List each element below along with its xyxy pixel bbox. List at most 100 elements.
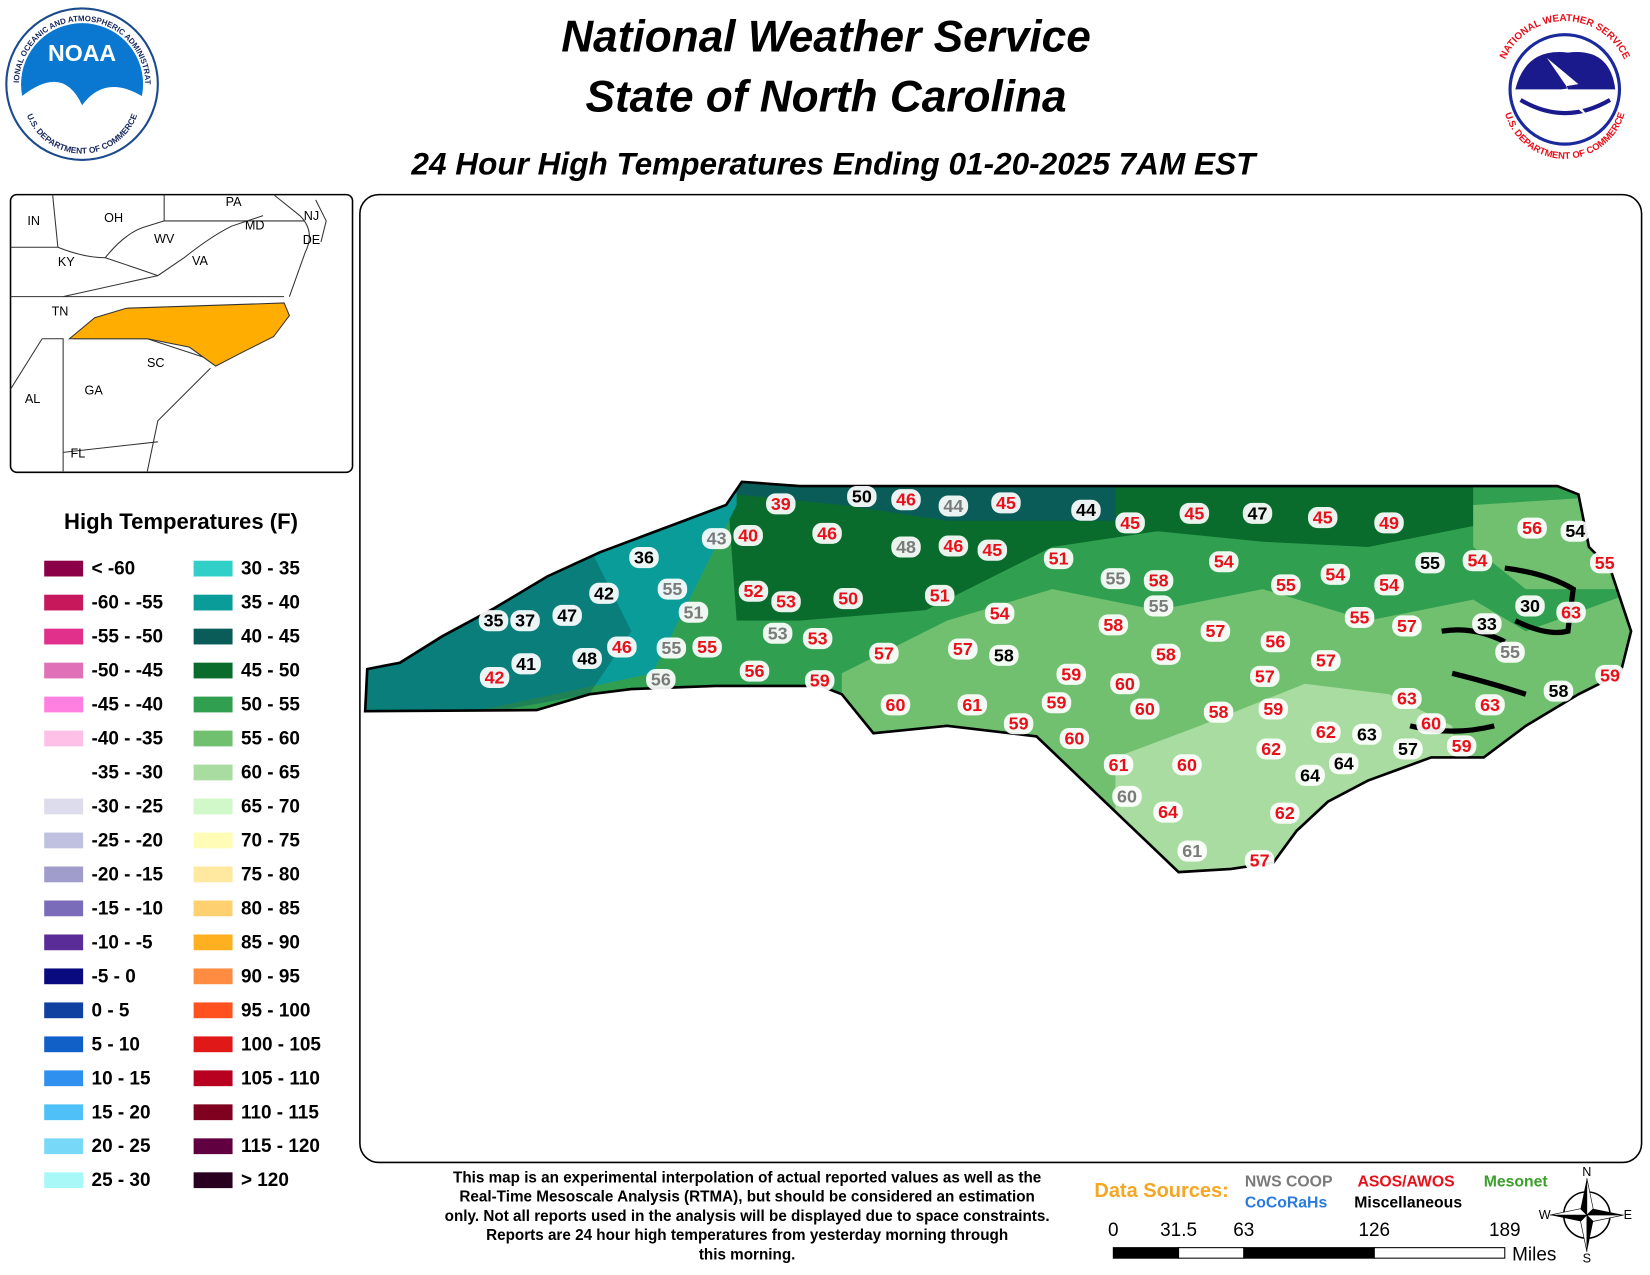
station-box <box>1352 723 1382 745</box>
station: 58 <box>1143 570 1174 592</box>
station-value: 57 <box>953 639 973 659</box>
station: 54 <box>1560 520 1591 542</box>
station-value: 64 <box>1300 765 1320 785</box>
legend-label: 35 - 40 <box>241 593 300 614</box>
scale-segment <box>1178 1247 1245 1259</box>
station-box <box>833 588 863 610</box>
station-value: 57 <box>1397 616 1417 636</box>
station-value: 43 <box>707 529 727 549</box>
legend-title: High Temperatures (F) <box>64 509 298 534</box>
station-value: 60 <box>1064 728 1084 748</box>
compass <box>1549 1178 1624 1252</box>
legend-swatch <box>193 1070 233 1087</box>
station-box <box>891 536 921 558</box>
station-value: 55 <box>1350 608 1370 628</box>
legend-label: 0 - 5 <box>92 1000 130 1021</box>
station: 57 <box>948 638 978 660</box>
station-box <box>948 638 978 660</box>
station: 55 <box>1495 641 1525 663</box>
legend-swatch <box>44 1172 84 1189</box>
station-value: 53 <box>808 629 828 649</box>
station-value: 59 <box>1061 664 1081 684</box>
station: 55 <box>1590 552 1620 574</box>
compass-labels: N E S W <box>1539 1165 1632 1265</box>
station: 64 <box>1295 764 1325 786</box>
legend-swatch <box>193 1138 233 1155</box>
station-box <box>738 580 769 602</box>
station: 61 <box>1177 840 1207 862</box>
station-box <box>589 582 619 604</box>
station: 45 <box>991 492 1021 514</box>
station-box <box>1472 613 1502 635</box>
station: 56 <box>739 660 770 682</box>
station-value: 63 <box>1397 689 1417 709</box>
station-box <box>1098 614 1129 636</box>
station-value: 45 <box>1184 503 1204 523</box>
station-box <box>766 493 796 515</box>
coastline <box>1409 565 1577 734</box>
station: 51 <box>678 601 709 623</box>
station-value: 30 <box>1520 596 1540 616</box>
compass-letter: E <box>1624 1208 1632 1222</box>
station: 46 <box>938 535 969 557</box>
legend-label: 100 - 105 <box>241 1034 321 1055</box>
station-value: 55 <box>662 579 682 599</box>
station: 47 <box>552 604 582 626</box>
subtitle: State of North Carolina <box>586 73 1067 122</box>
station-value: 61 <box>1109 755 1129 775</box>
station-box <box>1143 570 1174 592</box>
station: 42 <box>589 582 619 604</box>
station-box <box>1103 754 1134 776</box>
station-box <box>646 669 676 691</box>
station-box <box>478 610 509 632</box>
station: 56 <box>1517 517 1547 539</box>
station-box <box>629 547 659 569</box>
station-value: 50 <box>852 487 872 507</box>
station-box <box>1209 551 1239 573</box>
station-box <box>762 622 793 644</box>
station: 63 <box>1556 601 1586 623</box>
station: 45 <box>1308 507 1338 529</box>
station: 58 <box>989 644 1019 666</box>
legend-swatch <box>44 832 84 849</box>
station-box <box>1100 568 1131 590</box>
station-value: 55 <box>1149 596 1169 616</box>
station-value: 63 <box>1357 724 1377 744</box>
station: 62 <box>1256 738 1286 760</box>
station: 59 <box>1446 735 1477 757</box>
station-box <box>1203 701 1234 723</box>
station-box <box>733 524 763 546</box>
legend-label: 5 - 10 <box>92 1034 140 1055</box>
station: 55 <box>1415 552 1445 574</box>
station-value: 51 <box>1049 549 1069 569</box>
station-box <box>1374 574 1404 596</box>
legend-swatch <box>44 764 84 781</box>
station-box <box>1392 615 1422 637</box>
station: 44 <box>1071 499 1101 521</box>
station: 59 <box>1056 663 1086 685</box>
station: 56 <box>1260 631 1291 653</box>
station: 63 <box>1475 694 1505 716</box>
station-value: 59 <box>810 671 830 691</box>
station-value: 64 <box>1334 754 1354 774</box>
legend-label: 20 - 25 <box>92 1136 151 1157</box>
station-box <box>924 584 955 606</box>
scale-segment <box>1112 1247 1180 1259</box>
station-value: 56 <box>651 670 671 690</box>
station-box <box>1374 512 1404 534</box>
data-sources: NWS COOP ASOS/AWOS Mesonet CoCoRaHs Miscella… <box>1245 1174 1549 1212</box>
legend-swatch <box>193 628 233 645</box>
legend-swatch <box>193 1036 233 1053</box>
station-box <box>1153 801 1183 823</box>
inset-map: IN OH PA NJ MD DE WV KY VA TN SC GA AL FL <box>9 193 354 474</box>
state-label: MD <box>245 218 265 232</box>
source-name: Mesonet <box>1484 1174 1549 1191</box>
station-value: 55 <box>1595 553 1615 573</box>
station-box <box>1556 601 1586 623</box>
disclaimer-line: Real-Time Mesoscale Analysis (RTMA), but… <box>459 1189 1034 1206</box>
legend-label: 90 - 95 <box>241 966 300 987</box>
station-value: 56 <box>1522 518 1542 538</box>
station-box <box>1595 664 1625 686</box>
station-box <box>1172 754 1202 776</box>
station-box <box>511 653 541 675</box>
